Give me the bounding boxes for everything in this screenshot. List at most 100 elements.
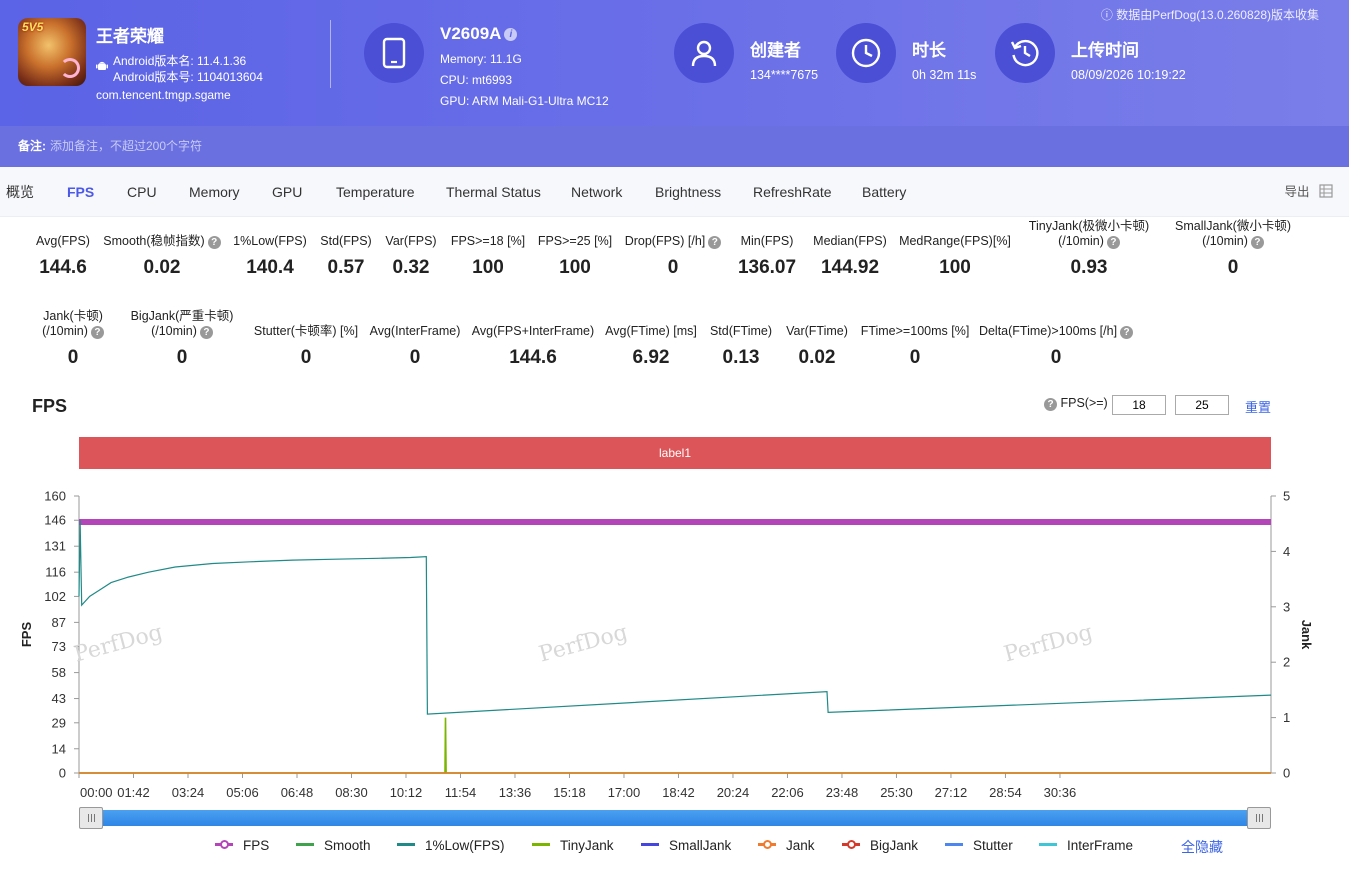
- metric-value: 0: [909, 347, 921, 368]
- slider-handle-left[interactable]: [79, 807, 103, 829]
- x-tick-label: 18:42: [662, 785, 695, 800]
- metric-label-text: Std(FTime): [709, 324, 773, 338]
- help-icon[interactable]: ?: [1106, 236, 1120, 249]
- x-tick-label: 15:18: [553, 785, 586, 800]
- legend-item[interactable]: BigJank: [842, 838, 918, 853]
- metric-label: Drop(FPS) [/h]?: [583, 234, 763, 249]
- metric-value: 0: [1050, 347, 1062, 368]
- metric-metrics_row1-3: Std(FPS) 0.57: [256, 234, 436, 279]
- tab-cpu[interactable]: CPU: [127, 184, 157, 200]
- threshold-help-icon[interactable]: ?: [1044, 398, 1057, 411]
- metric-metrics_row1-8: Min(FPS) 136.07: [677, 234, 857, 279]
- x-tick-label: 01:42: [117, 785, 150, 800]
- help-icon[interactable]: ?: [90, 326, 104, 339]
- export-button[interactable]: 导出: [1285, 167, 1334, 217]
- legend-item[interactable]: 1%Low(FPS): [397, 838, 505, 853]
- y-tick-label: 131: [44, 539, 66, 554]
- threshold-input-2[interactable]: [1175, 395, 1229, 415]
- metric-metrics_row2-5: Avg(FTime) [ms] 6.92: [561, 324, 741, 369]
- legend-label: BigJank: [870, 838, 919, 853]
- metric-metrics_row2-1: BigJank(严重卡顿) (/10min)? 0: [92, 309, 272, 369]
- threshold-label: FPS(>=): [1060, 396, 1108, 410]
- metric-value: 136.07: [737, 257, 797, 278]
- x-tick-label: 08:30: [335, 785, 368, 800]
- metric-value: 144.6: [39, 257, 87, 278]
- legend-label: InterFrame: [1067, 838, 1134, 853]
- y-tick-label: 0: [59, 766, 66, 781]
- legend-label: 1%Low(FPS): [425, 838, 505, 853]
- legend-label: TinyJank: [560, 838, 614, 853]
- y2-axis-title: Jank: [1299, 620, 1314, 650]
- x-tick-label: 06:48: [281, 785, 314, 800]
- help-icon[interactable]: ?: [207, 236, 221, 249]
- legend-item[interactable]: SmallJank: [641, 838, 731, 853]
- metric-value: 0.13: [722, 347, 760, 368]
- y-tick-label: 146: [44, 513, 66, 528]
- metric-metrics_row2-2: Stutter(卡顿率) [%] 0: [216, 324, 396, 369]
- tab-fps[interactable]: FPS: [67, 184, 95, 200]
- metric-label: 1%Low(FPS): [180, 234, 360, 249]
- help-icon[interactable]: ?: [1250, 236, 1264, 249]
- fps-threshold-control: ? FPS(>=): [1041, 396, 1108, 411]
- y2-tick-label: 0: [1283, 766, 1290, 781]
- metric-metrics_row1-1: Smooth(稳帧指数)? 0.02: [72, 234, 252, 279]
- legend-swatch: [758, 839, 776, 849]
- x-tick-label: 23:48: [826, 785, 859, 800]
- app-icon-swirl: [60, 58, 80, 78]
- help-icon[interactable]: ?: [1120, 326, 1134, 339]
- metric-label-text: FTime>=100ms [%]: [860, 324, 970, 338]
- metric-label: Jank(卡顿) (/10min)?: [0, 309, 163, 339]
- tab-thermal-status[interactable]: Thermal Status: [446, 184, 541, 200]
- help-icon[interactable]: ?: [199, 326, 213, 339]
- help-icon[interactable]: ?: [708, 236, 722, 249]
- metric-label: MedRange(FPS)[%]: [865, 234, 1045, 249]
- remark-input[interactable]: 添加备注，不超过200个字符: [50, 139, 203, 153]
- tab-network[interactable]: Network: [571, 184, 623, 200]
- metric-label: Avg(FTime) [ms]: [561, 324, 741, 339]
- device-info-icon[interactable]: i: [504, 28, 518, 41]
- metric-metrics_row2-4: Avg(FPS+InterFrame) 144.6: [443, 324, 623, 369]
- app-badge: 5V5: [22, 20, 44, 34]
- legend-item[interactable]: FPS: [215, 838, 269, 853]
- legend-label: Jank: [786, 838, 815, 853]
- label-band[interactable]: label1: [79, 437, 1271, 469]
- metric-label: FPS>=18 [%]: [398, 234, 578, 249]
- legend-item[interactable]: Smooth: [296, 838, 371, 853]
- metric-value: 100: [939, 257, 971, 278]
- metric-label-text: SmallJank(微小卡顿): [1175, 219, 1291, 233]
- hide-all-button[interactable]: 全隐藏: [1181, 839, 1223, 855]
- tab-brightness[interactable]: Brightness: [655, 184, 722, 200]
- creator-value: 134****7675: [750, 68, 819, 82]
- tab-overview[interactable]: 概览: [6, 184, 34, 200]
- package-name: com.tencent.tmgp.sgame: [96, 88, 231, 102]
- tab-temperature[interactable]: Temperature: [336, 184, 415, 200]
- metric-label: FPS>=25 [%]: [485, 234, 665, 249]
- duration-value: 0h 32m 11s: [912, 68, 977, 82]
- x-tick-label: 10:12: [390, 785, 423, 800]
- slider-track[interactable]: [79, 810, 1271, 826]
- legend-item[interactable]: TinyJank: [532, 838, 614, 853]
- legend-item[interactable]: Jank: [758, 838, 815, 853]
- threshold-input-1[interactable]: [1112, 395, 1166, 415]
- tab-battery[interactable]: Battery: [862, 184, 907, 200]
- x-tick-label: 28:54: [989, 785, 1022, 800]
- legend-item[interactable]: Stutter: [945, 838, 1013, 853]
- metric-label-text: Delta(FTime)>100ms [/h]: [978, 324, 1118, 338]
- metric-label-text: Var(FPS): [385, 234, 437, 248]
- remark-bar[interactable]: 备注: 添加备注，不超过200个字符: [0, 126, 1349, 167]
- tab-refreshrate[interactable]: RefreshRate: [753, 184, 832, 200]
- header-divider: [330, 20, 331, 88]
- legend-item[interactable]: InterFrame: [1039, 838, 1133, 853]
- metric-metrics_row1-0: Avg(FPS) 144.6: [0, 234, 153, 279]
- time-range-slider[interactable]: [79, 807, 1271, 829]
- metric-value: 100: [472, 257, 504, 278]
- legend-swatch: [215, 839, 233, 849]
- tab-memory[interactable]: Memory: [189, 184, 240, 200]
- metric-label: Avg(FPS): [0, 234, 153, 249]
- slider-handle-right[interactable]: [1247, 807, 1271, 829]
- metric-label: Avg(InterFrame): [325, 324, 505, 339]
- legend-swatch: [532, 842, 550, 846]
- reset-button[interactable]: 重置: [1245, 400, 1272, 415]
- metric-value: 144.6: [509, 347, 557, 368]
- tab-gpu[interactable]: GPU: [272, 184, 303, 200]
